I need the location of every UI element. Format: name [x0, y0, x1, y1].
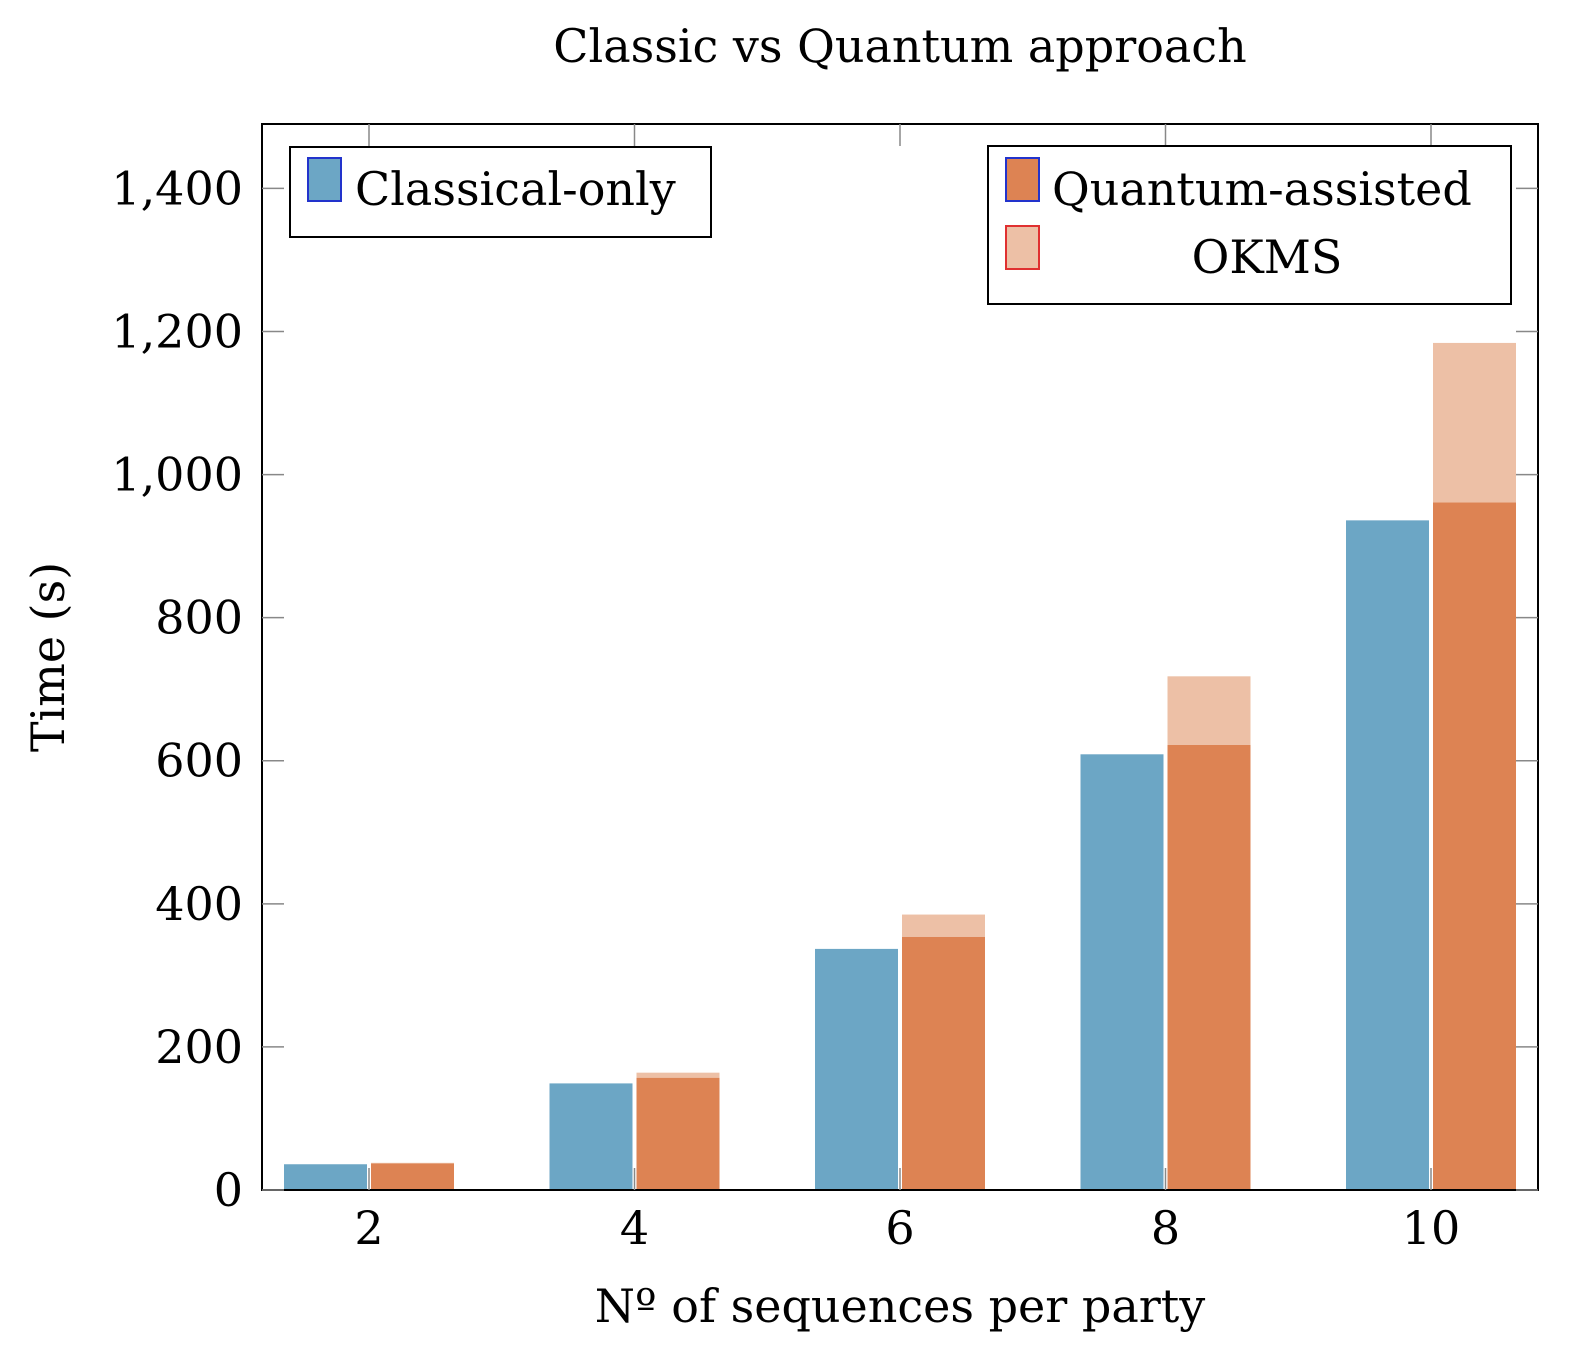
y-axis-label: Time (s) [21, 562, 75, 752]
bar-quantum-assisted-8 [1167, 744, 1251, 1190]
bar-okms-8 [1167, 676, 1251, 745]
bar-classical-only-2 [284, 1164, 367, 1190]
legend-right-box [987, 145, 1512, 305]
y-tick-label: 0 [214, 1163, 243, 1217]
legend-label-quantum-assisted: Quantum-assisted [1052, 162, 1472, 216]
legend-left-box [289, 146, 712, 238]
y-tick-label: 600 [155, 734, 243, 788]
y-tick-label: 1,200 [111, 304, 243, 358]
legend-label-classical-only: Classical-only [355, 162, 676, 216]
bar-classical-only-6 [815, 948, 898, 1190]
bar-quantum-assisted-6 [902, 936, 985, 1190]
bar-okms-2 [371, 1162, 454, 1164]
bar-quantum-assisted-10 [1433, 502, 1516, 1190]
legend-left: Classical-only [289, 146, 712, 238]
x-axis-label: Nº of sequences per party [595, 1279, 1205, 1333]
axis-ticks: 0 200 400 600 800 1,000 1,200 1,400 2 4 6 8 10 [111, 124, 1538, 1255]
legend-swatch-okms [1005, 225, 1040, 270]
y-tick-label: 800 [155, 591, 243, 645]
bar-okms-10 [1433, 342, 1516, 503]
y-tick-label: 400 [155, 877, 243, 931]
chart-title: Classic vs Quantum approach [553, 19, 1246, 73]
bar-quantum-assisted-4 [636, 1077, 720, 1190]
y-tick-label: 200 [155, 1020, 243, 1074]
x-tick-label: 6 [885, 1201, 914, 1255]
bar-quantum-assisted-2 [371, 1163, 454, 1190]
bar-classical-only-10 [1346, 520, 1429, 1190]
x-tick-label: 2 [354, 1201, 383, 1255]
bar-okms-4 [636, 1072, 720, 1078]
legend-swatch-classical-only [307, 157, 342, 202]
y-tick-label: 1,400 [111, 161, 243, 215]
x-tick-label: 4 [620, 1201, 649, 1255]
legend-swatch-quantum-assisted [1005, 157, 1040, 202]
x-tick-label: 8 [1151, 1201, 1180, 1255]
x-tick-label: 10 [1402, 1201, 1461, 1255]
y-tick-label: 1,000 [111, 448, 243, 502]
bar-classical-only-4 [549, 1083, 633, 1190]
legend-right: Quantum-assisted OKMS [987, 145, 1512, 305]
bar-okms-6 [902, 914, 985, 937]
plot-area [284, 342, 1516, 1190]
bar-classical-only-8 [1080, 754, 1164, 1190]
legend-label-okms: OKMS [1192, 230, 1343, 284]
